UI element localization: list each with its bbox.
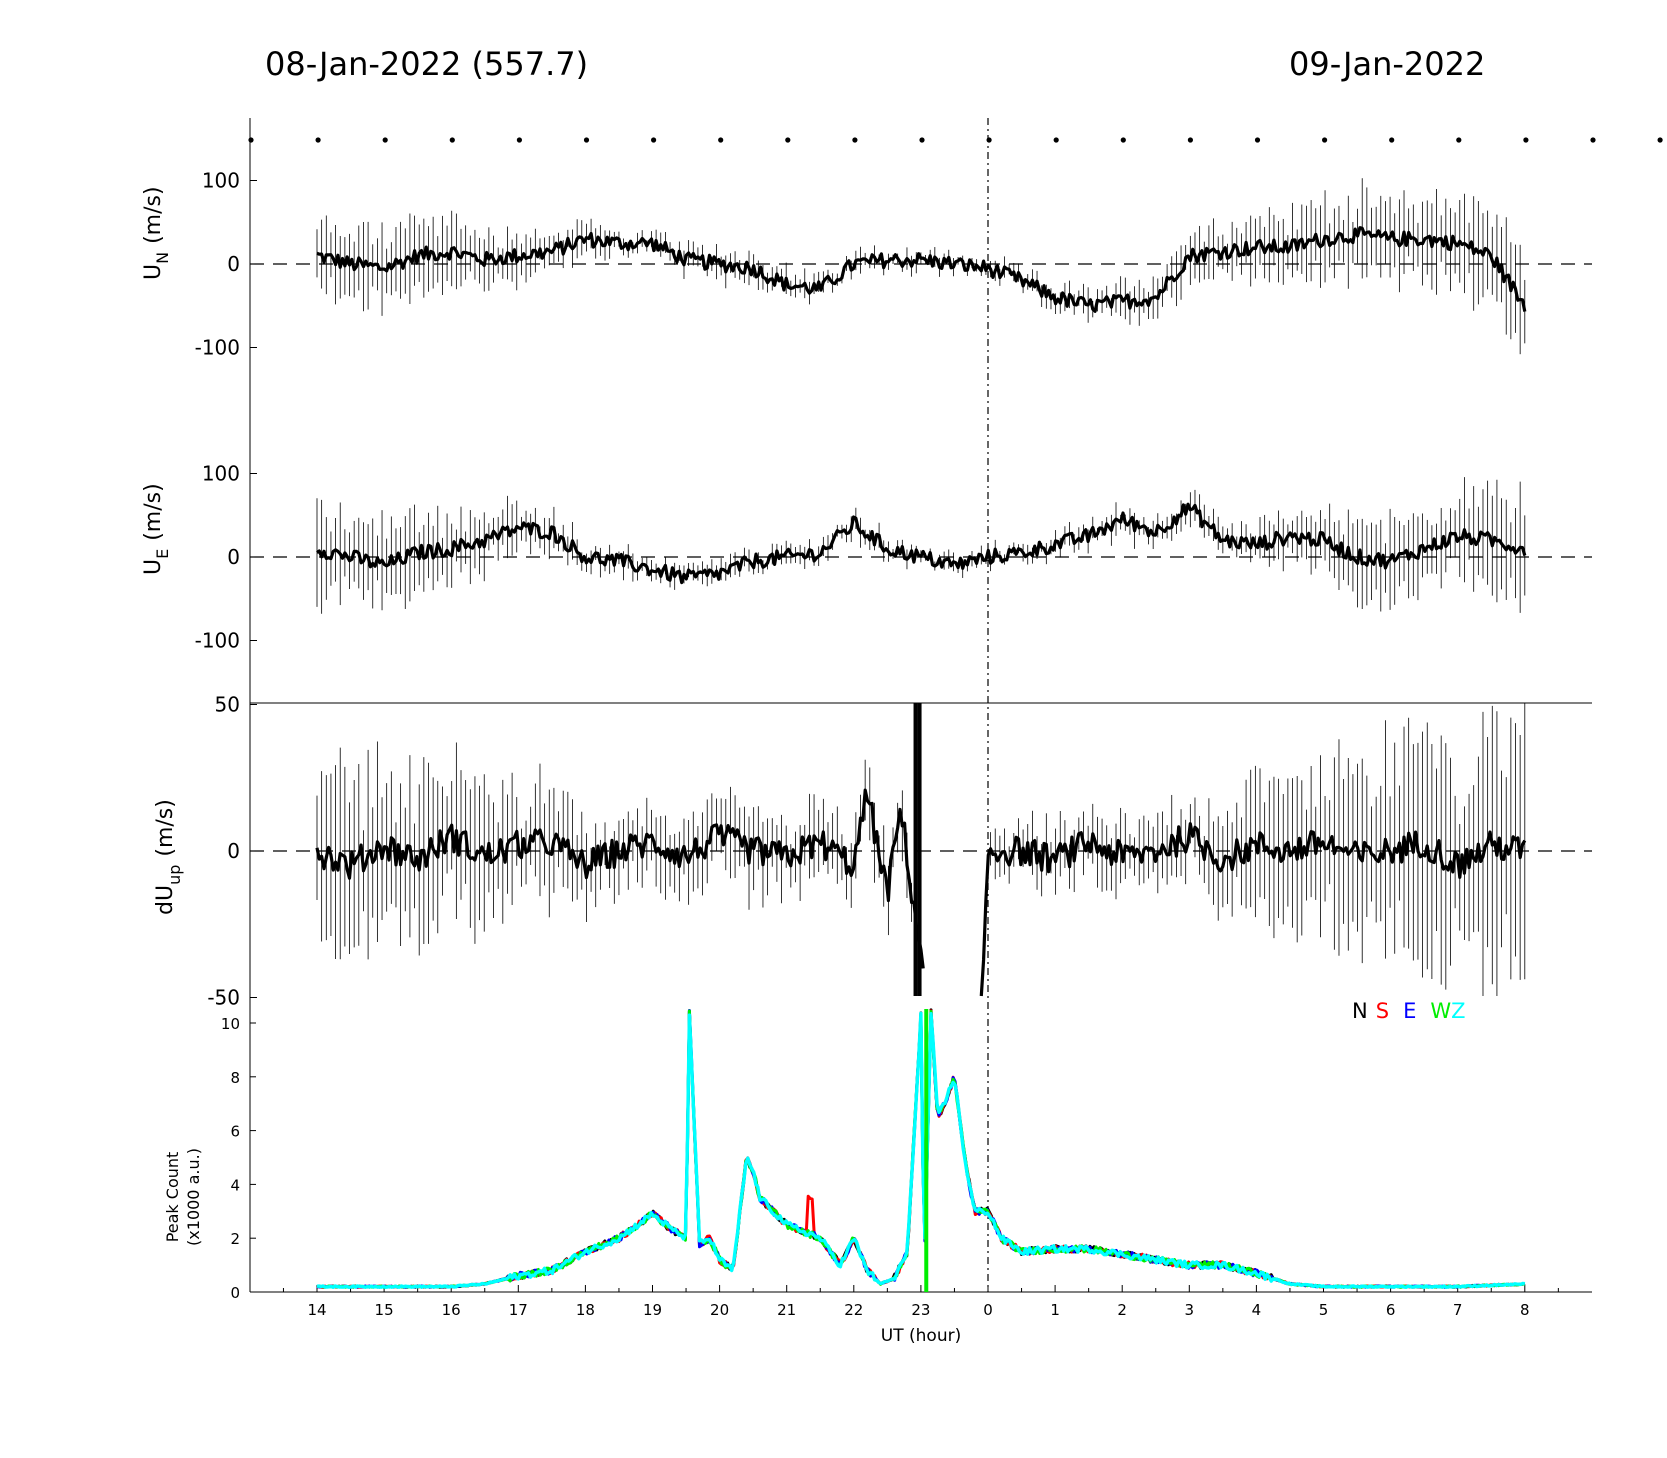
top-dot — [986, 137, 992, 143]
top-dot — [449, 137, 455, 143]
left-date-title: 08-Jan-2022 (557.7) — [265, 45, 588, 83]
x-tick-label: 17 — [509, 1301, 528, 1319]
top-dot — [1456, 137, 1462, 143]
x-tick-label: 8 — [1520, 1301, 1530, 1319]
x-tick-label: 23 — [911, 1301, 930, 1319]
series-dUup — [315, 703, 1527, 997]
x-tick-label: 1 — [1050, 1301, 1060, 1319]
legend-w: W — [1430, 999, 1451, 1023]
top-dot — [1120, 137, 1126, 143]
peak-count-series — [316, 1008, 1526, 1292]
top-dot — [1657, 137, 1663, 143]
panel-peak-ylabel-line2: (x1000 a.u.) — [184, 1148, 203, 1246]
panel-dup-ylabel: dUup (m/s) — [153, 799, 184, 915]
y-tick-label: -100 — [195, 336, 240, 360]
series-line — [316, 502, 1527, 585]
top-dot — [1523, 137, 1529, 143]
legend-n: N — [1352, 999, 1368, 1023]
y-tick-label: 0 — [227, 545, 240, 569]
x-tick-label: 16 — [442, 1301, 461, 1319]
y-tick-label: 0 — [227, 839, 240, 863]
top-dot — [1590, 137, 1596, 143]
y-tick-label: -50 — [207, 986, 240, 1010]
top-dot — [1254, 137, 1261, 143]
labels-layer: UN(m/s) UE(m/s) dUup(m/s) Peak Count (x1… — [141, 186, 1466, 1346]
panel-dup-ylabel-sub: up — [165, 865, 184, 885]
panel-un-ylabel-sub: N — [153, 252, 172, 264]
top-dot — [1187, 137, 1193, 143]
panel-ue-ylabel-sub: E — [153, 549, 172, 559]
legend-s: S — [1376, 999, 1389, 1023]
x-tick-label: 19 — [643, 1301, 662, 1319]
x-tick-label: 18 — [576, 1301, 595, 1319]
top-dot — [718, 137, 724, 143]
y-tick-label: 2 — [230, 1230, 240, 1248]
top-dot — [248, 137, 254, 143]
panel-dup-ylabel-main: dU — [153, 885, 178, 915]
legend: N S E WZ — [1352, 999, 1466, 1023]
x-tick-label: 20 — [710, 1301, 729, 1319]
x-tick-label: 5 — [1319, 1301, 1329, 1319]
y-tick-label: 50 — [215, 693, 240, 717]
top-dot — [919, 137, 925, 143]
x-tick-label: 21 — [777, 1301, 796, 1319]
panel-un-ylabel: UN (m/s) — [141, 186, 172, 280]
x-tick-label: 14 — [307, 1301, 326, 1319]
right-date-title: 09-Jan-2022 — [1289, 45, 1485, 83]
x-tick-label: 7 — [1453, 1301, 1463, 1319]
x-axis-label: UT (hour) — [881, 1326, 961, 1346]
panel-ue-ylabel: UE (m/s) — [141, 483, 172, 575]
panel-un-ylabel-main: U — [141, 264, 166, 280]
legend-e: E — [1403, 999, 1416, 1023]
series-line — [315, 788, 1527, 997]
x-tick-label: 22 — [844, 1301, 863, 1319]
x-tick-label: 4 — [1252, 1301, 1262, 1319]
y-tick-label: -100 — [195, 629, 240, 653]
legend-z: Z — [1451, 999, 1465, 1023]
top-dot — [651, 137, 657, 143]
y-tick-label: 0 — [227, 252, 240, 276]
top-dot — [852, 137, 858, 143]
top-dot — [785, 137, 791, 143]
top-dot — [1053, 137, 1059, 143]
panel-ue-ylabel-unit: (m/s) — [141, 483, 166, 540]
series-Z — [316, 1011, 1526, 1289]
y-tick-label: 4 — [230, 1176, 240, 1194]
y-tick-label: 10 — [221, 1015, 240, 1033]
y-tick-label: 100 — [202, 462, 240, 486]
y-tick-label: 8 — [230, 1069, 240, 1087]
top-dot — [1389, 137, 1395, 143]
y-tick-label: 0 — [230, 1284, 240, 1302]
y-tick-label: 100 — [202, 169, 240, 193]
x-tick-label: 15 — [375, 1301, 394, 1319]
x-tick-label: 0 — [983, 1301, 993, 1319]
x-tick-label: 6 — [1386, 1301, 1396, 1319]
top-dot — [382, 137, 388, 143]
panel-dup-ylabel-unit: (m/s) — [153, 799, 178, 856]
top-dot — [1322, 137, 1328, 143]
panel-un-ylabel-unit: (m/s) — [141, 186, 166, 243]
series-line — [316, 226, 1527, 313]
x-tick-label: 2 — [1117, 1301, 1127, 1319]
top-dot — [583, 137, 590, 143]
panels-layer — [315, 178, 1527, 1292]
panel-peak-ylabel-line1: Peak Count — [163, 1152, 182, 1243]
series-UE — [316, 477, 1527, 614]
series-UN — [316, 178, 1527, 355]
y-tick-label: 6 — [230, 1123, 240, 1141]
x-tick-label: 3 — [1185, 1301, 1195, 1319]
panel-ue-ylabel-main: U — [141, 559, 166, 575]
top-dot — [516, 137, 523, 143]
top-dot — [315, 137, 321, 143]
